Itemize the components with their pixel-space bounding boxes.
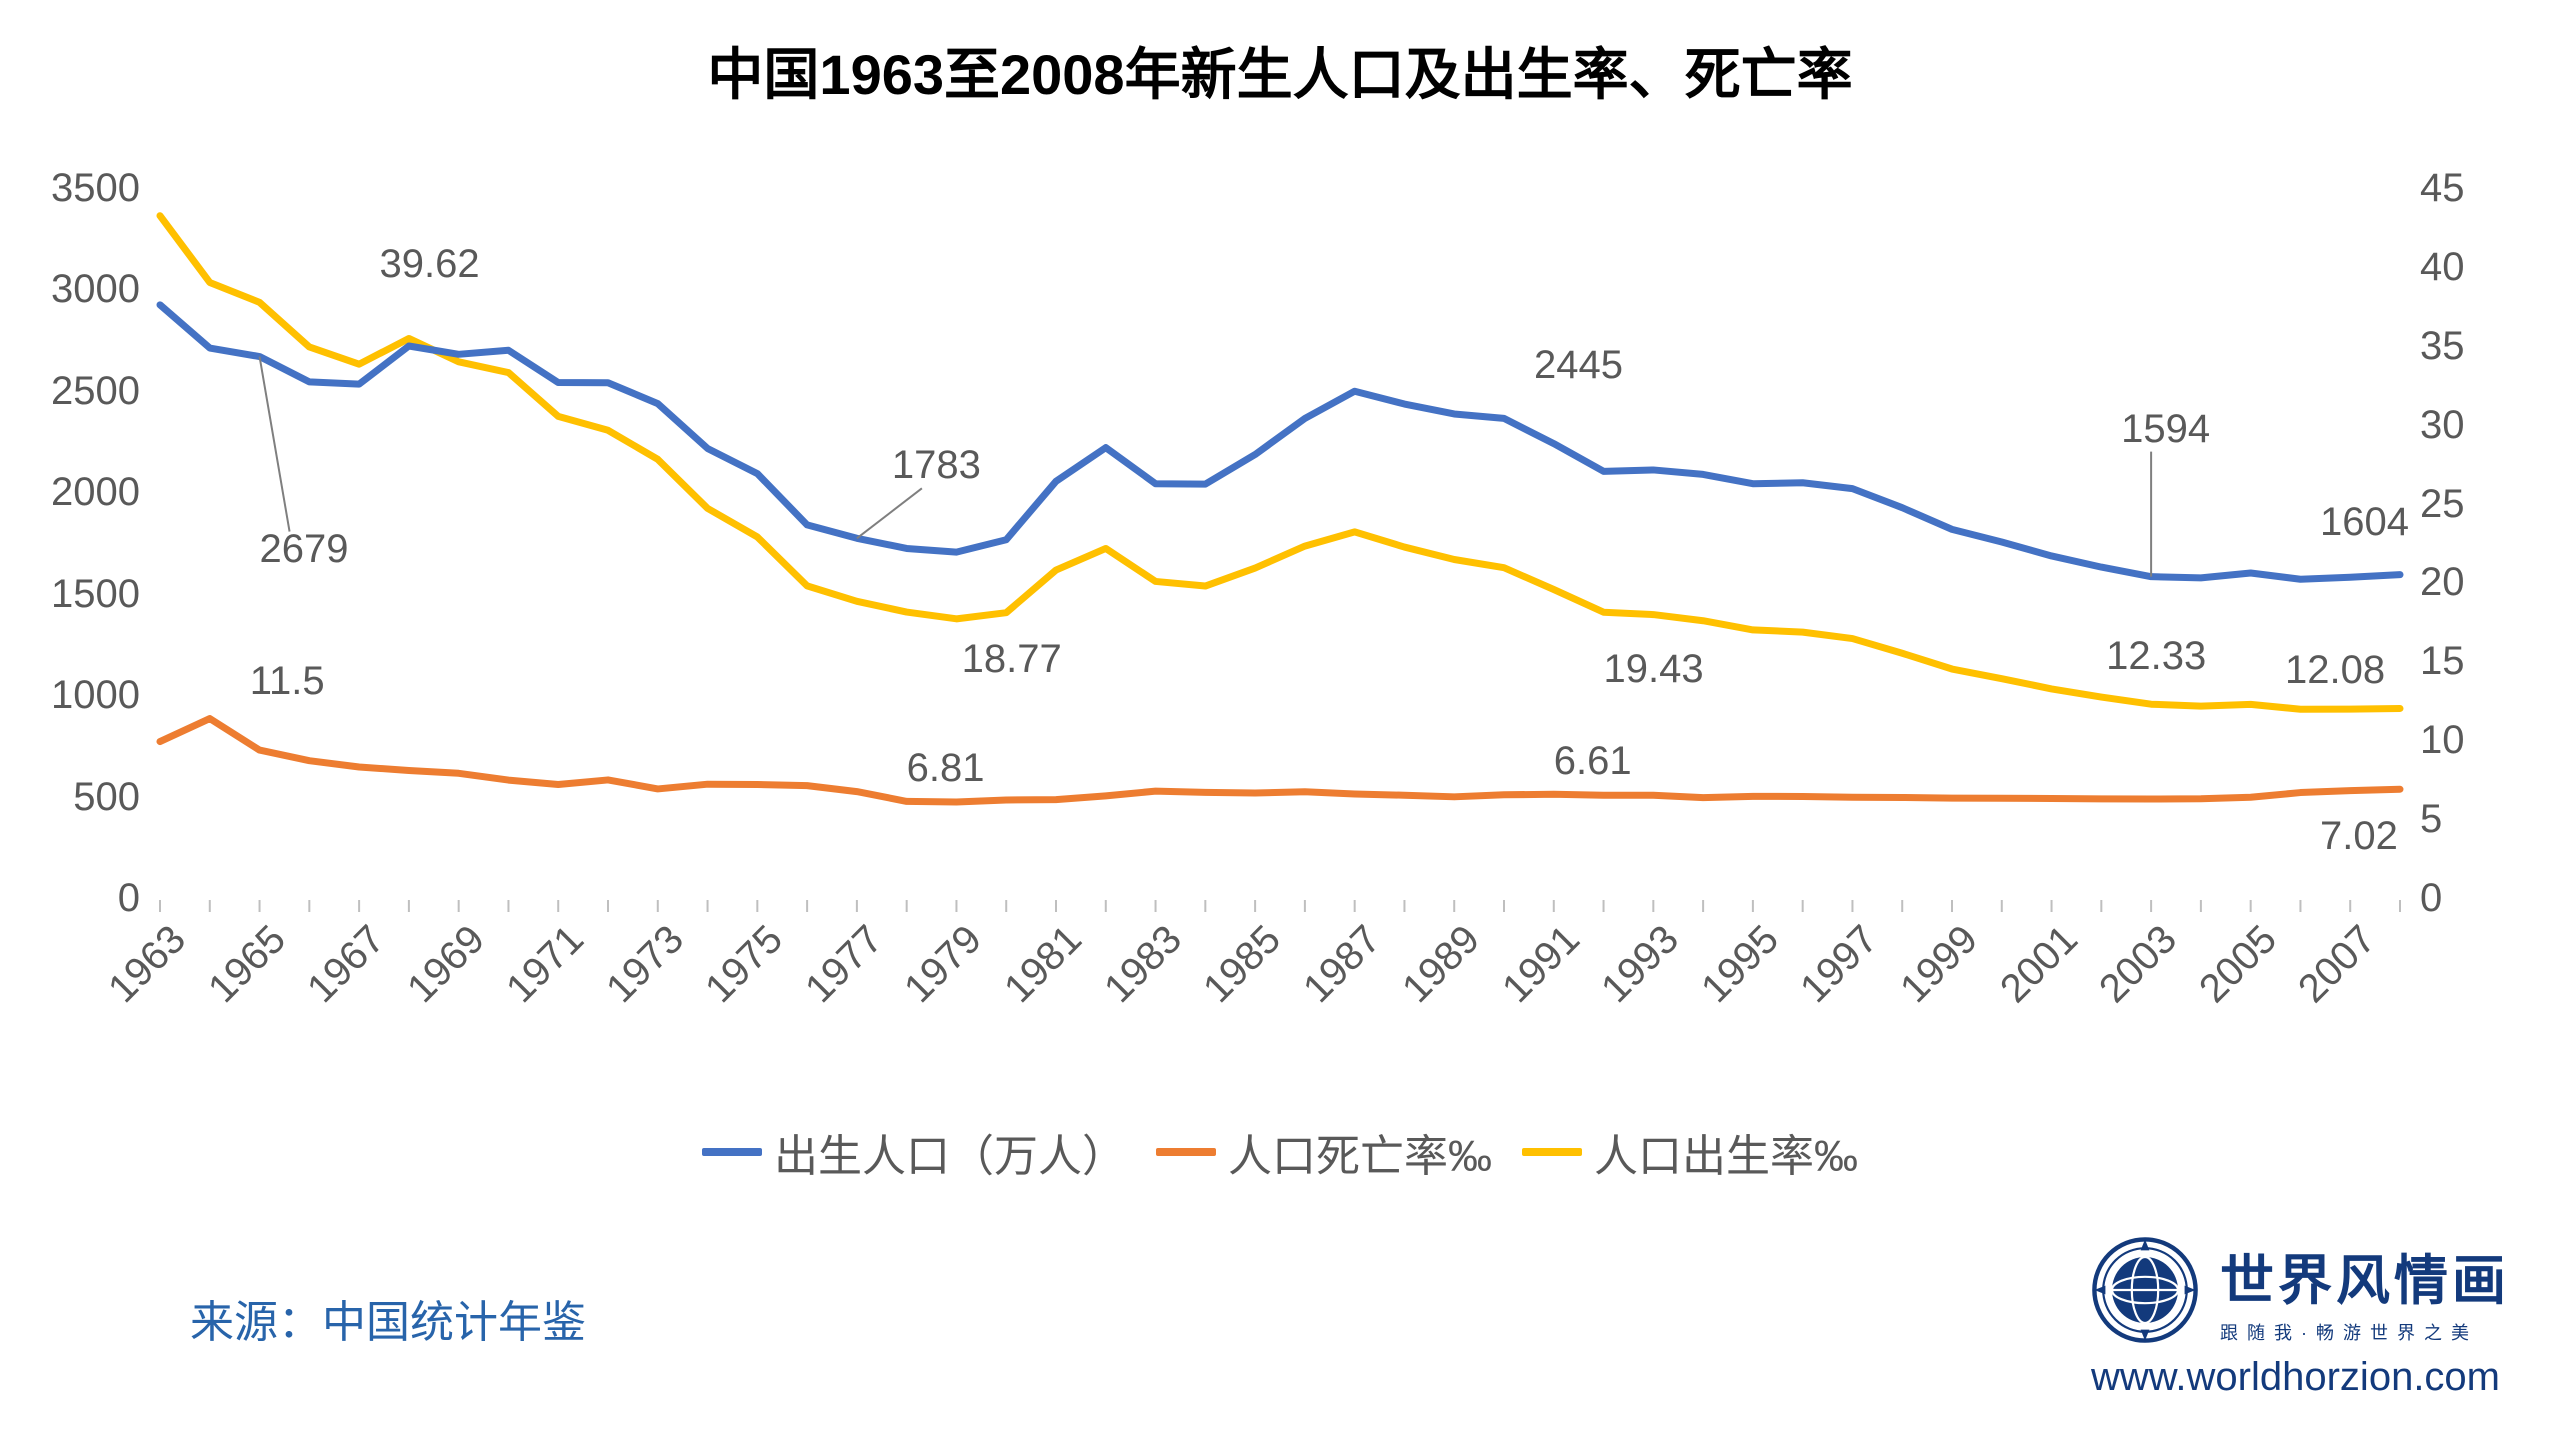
brand-url: www.worldhorzion.com <box>2091 1355 2500 1400</box>
y-right-tick: 45 <box>2420 166 2465 211</box>
legend-label: 出生人口（万人） <box>774 1120 1126 1184</box>
y-right-tick: 40 <box>2420 245 2465 290</box>
series-death_rate <box>160 719 2400 802</box>
brand-name: 世界风情画 <box>2220 1236 2510 1315</box>
legend-item: 人口出生率‰ <box>1522 1120 1858 1184</box>
y-right-tick: 10 <box>2420 718 2465 763</box>
line-chart <box>0 0 2560 1440</box>
y-right-tick: 20 <box>2420 560 2465 605</box>
legend: 出生人口（万人） 人口死亡率‰ 人口出生率‰ <box>0 1120 2560 1184</box>
legend-item: 出生人口（万人） <box>702 1120 1126 1184</box>
data-label: 1594 <box>2121 407 2210 452</box>
data-label: 7.02 <box>2320 814 2398 859</box>
y-right-tick: 5 <box>2420 797 2442 842</box>
data-label: 6.61 <box>1554 739 1632 784</box>
data-label: 11.5 <box>250 659 325 704</box>
brand-tagline: 跟 随 我 · 畅 游 世 界 之 美 <box>2220 1319 2510 1345</box>
legend-label: 人口出生率‰ <box>1594 1120 1858 1184</box>
legend-swatch <box>702 1148 762 1156</box>
y-right-tick: 25 <box>2420 482 2465 527</box>
data-label: 12.08 <box>2285 648 2385 693</box>
y-left-tick: 3000 <box>0 267 140 312</box>
series-births <box>160 305 2400 579</box>
y-left-tick: 0 <box>0 876 140 921</box>
brand-logo: 世界风情画 跟 随 我 · 畅 游 世 界 之 美 <box>2090 1235 2510 1345</box>
data-label: 18.77 <box>962 637 1062 682</box>
y-left-tick: 1000 <box>0 673 140 718</box>
y-left-tick: 2000 <box>0 470 140 515</box>
globe-icon <box>2090 1235 2200 1345</box>
data-label: 2679 <box>260 527 349 572</box>
y-left-tick: 1500 <box>0 572 140 617</box>
y-right-tick: 0 <box>2420 876 2442 921</box>
data-label: 12.33 <box>2106 634 2206 679</box>
y-right-tick: 15 <box>2420 639 2465 684</box>
y-left-tick: 2500 <box>0 369 140 414</box>
data-label: 39.62 <box>380 242 480 287</box>
data-label: 1604 <box>2320 500 2409 545</box>
legend-swatch <box>1156 1148 1216 1156</box>
legend-item: 人口死亡率‰ <box>1156 1120 1492 1184</box>
source-label: 来源：中国统计年鉴 <box>190 1286 586 1350</box>
y-right-tick: 30 <box>2420 403 2465 448</box>
data-label: 6.81 <box>907 746 985 791</box>
y-right-tick: 35 <box>2420 324 2465 369</box>
data-label: 19.43 <box>1604 647 1704 692</box>
data-label: 1783 <box>892 443 981 488</box>
series-birth_rate <box>160 216 2400 710</box>
y-left-tick: 500 <box>0 775 140 820</box>
y-left-tick: 3500 <box>0 166 140 211</box>
data-label: 2445 <box>1534 343 1623 388</box>
legend-label: 人口死亡率‰ <box>1228 1120 1492 1184</box>
chart-container: 中国1963至2008年新生人口及出生率、死亡率 050010001500200… <box>0 0 2560 1440</box>
legend-swatch <box>1522 1148 1582 1156</box>
